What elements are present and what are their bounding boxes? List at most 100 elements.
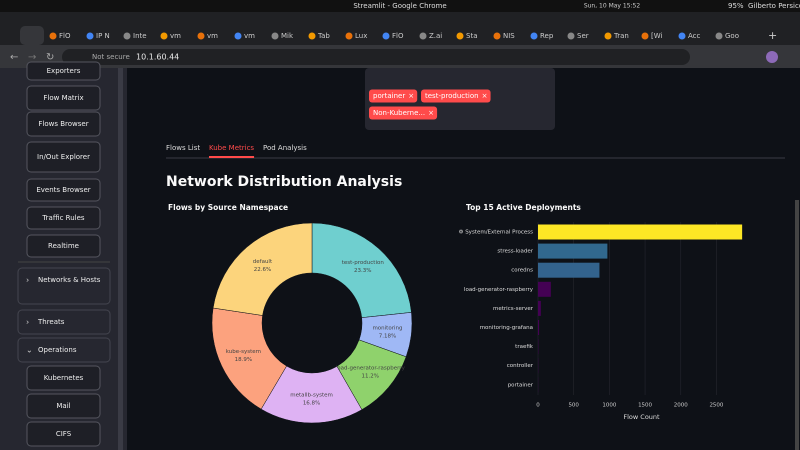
tab-icon[interactable] [530, 32, 538, 40]
expander-label: Threats [37, 318, 65, 326]
tag-remove[interactable]: × [482, 92, 488, 100]
tab-icon[interactable] [604, 32, 612, 40]
page-scrollbar[interactable] [795, 200, 799, 450]
tab-icon[interactable] [86, 32, 94, 40]
app-tab[interactable]: Kube Metrics [209, 144, 254, 152]
tab-icon[interactable] [567, 32, 575, 40]
tab-icon[interactable] [271, 32, 279, 40]
tab-title[interactable]: Tran [613, 32, 629, 40]
tab-title[interactable]: Acc [688, 32, 701, 40]
sidebar-button[interactable] [26, 111, 101, 137]
sidebar-button[interactable] [26, 365, 101, 391]
tag[interactable] [369, 106, 438, 120]
expander-chevron[interactable]: › [26, 276, 29, 285]
sidebar-button-label: Mail [56, 402, 70, 410]
expander[interactable] [17, 309, 111, 335]
tag[interactable] [421, 89, 491, 103]
tab-title[interactable]: vm [207, 32, 218, 40]
tab-title[interactable]: Tab [317, 32, 330, 40]
sidebar-button-label: Events Browser [36, 186, 90, 194]
x-tick-label: 1000 [602, 403, 616, 409]
slice-value-label: 11.2% [362, 373, 379, 379]
tab-strip [0, 12, 800, 45]
sidebar-button-label: Flows Browser [38, 120, 88, 128]
profile[interactable] [766, 51, 778, 63]
heading: Network Distribution Analysis [166, 174, 402, 190]
reload[interactable]: ↻ [46, 52, 54, 63]
tab-icon[interactable] [678, 32, 686, 40]
pie-slice[interactable] [212, 222, 313, 316]
tab-icon[interactable] [49, 32, 57, 40]
pie-slice[interactable] [311, 222, 412, 318]
expander[interactable] [17, 267, 111, 305]
back[interactable]: ← [10, 52, 18, 63]
y-tick-label: ⚙ System/External Process [459, 230, 534, 236]
sidebar-button-label: Traffic Rules [41, 214, 84, 222]
tab-title[interactable]: Inte [133, 32, 147, 40]
tab-icon[interactable] [123, 32, 131, 40]
tab-icon[interactable] [715, 32, 723, 40]
bar[interactable] [538, 281, 551, 297]
tag-remove[interactable]: × [428, 109, 434, 117]
app-tab[interactable]: Flows List [166, 144, 200, 152]
bar[interactable] [538, 243, 608, 259]
bar[interactable] [538, 320, 540, 335]
slice-value-label: 18.9% [235, 357, 252, 363]
sidebar-button[interactable] [26, 234, 101, 258]
expander[interactable] [17, 337, 111, 363]
y-tick-label: controller [507, 363, 534, 369]
tab-title[interactable]: Mik [281, 32, 294, 40]
tab-title[interactable]: Goo [725, 32, 739, 40]
sidebar-button[interactable] [26, 85, 101, 111]
tab-icon[interactable] [197, 32, 205, 40]
tab-icon[interactable] [160, 32, 168, 40]
tab-icon[interactable] [308, 32, 316, 40]
tab-icon[interactable] [419, 32, 427, 40]
omnibox[interactable] [62, 49, 690, 65]
tab-title[interactable]: Sta [466, 32, 477, 40]
tab-title[interactable]: Lux [355, 32, 367, 40]
sidebar-button-label: Exporters [47, 67, 81, 75]
sidebar-button[interactable] [26, 421, 101, 447]
active-tab[interactable] [20, 26, 44, 45]
sidebar-button[interactable] [26, 141, 101, 173]
clock: Sun, 10 May 15:52 [584, 3, 641, 10]
tab-icon[interactable] [493, 32, 501, 40]
new-tab[interactable]: + [768, 29, 777, 42]
tab-title[interactable]: vm [244, 32, 255, 40]
tab-icon[interactable] [641, 32, 649, 40]
tag-remove[interactable]: × [408, 92, 414, 100]
sidebar-button[interactable] [26, 61, 101, 81]
bar[interactable] [538, 224, 743, 240]
sidebar-button[interactable] [26, 206, 101, 230]
y-tick-label: coredns [511, 268, 533, 274]
tab-title[interactable]: [Wi [651, 32, 662, 40]
x-tick-label: 2500 [709, 403, 723, 409]
tab-title[interactable]: NIS [503, 32, 515, 40]
bar[interactable] [538, 300, 541, 316]
tag[interactable] [369, 89, 418, 103]
tab-icon[interactable] [382, 32, 390, 40]
tab-icon[interactable] [345, 32, 353, 40]
tab-icon[interactable] [234, 32, 242, 40]
url: 10.1.60.44 [136, 53, 179, 62]
tab-title[interactable]: FlO [392, 32, 404, 40]
forward[interactable]: → [28, 52, 36, 63]
tab-title[interactable]: Z.ai [429, 32, 442, 40]
tab-title[interactable]: Rep [540, 32, 554, 40]
expander-label: Operations [38, 346, 77, 354]
tab-icon[interactable] [456, 32, 464, 40]
tab-title[interactable]: FlO [59, 32, 71, 40]
sidebar-button[interactable] [26, 178, 101, 202]
tab-title[interactable]: Ser [577, 32, 589, 40]
sidebar-button[interactable] [26, 393, 101, 419]
bar[interactable] [538, 262, 600, 278]
tab-title[interactable]: IP N [96, 32, 110, 40]
expander-chevron[interactable]: ⌄ [26, 346, 33, 355]
expander-chevron[interactable]: › [26, 318, 29, 327]
app-tab[interactable]: Pod Analysis [263, 144, 307, 152]
tab-title[interactable]: vm [170, 32, 181, 40]
sidebar-scrollbar[interactable] [118, 68, 123, 450]
security: Not secure [92, 53, 130, 61]
